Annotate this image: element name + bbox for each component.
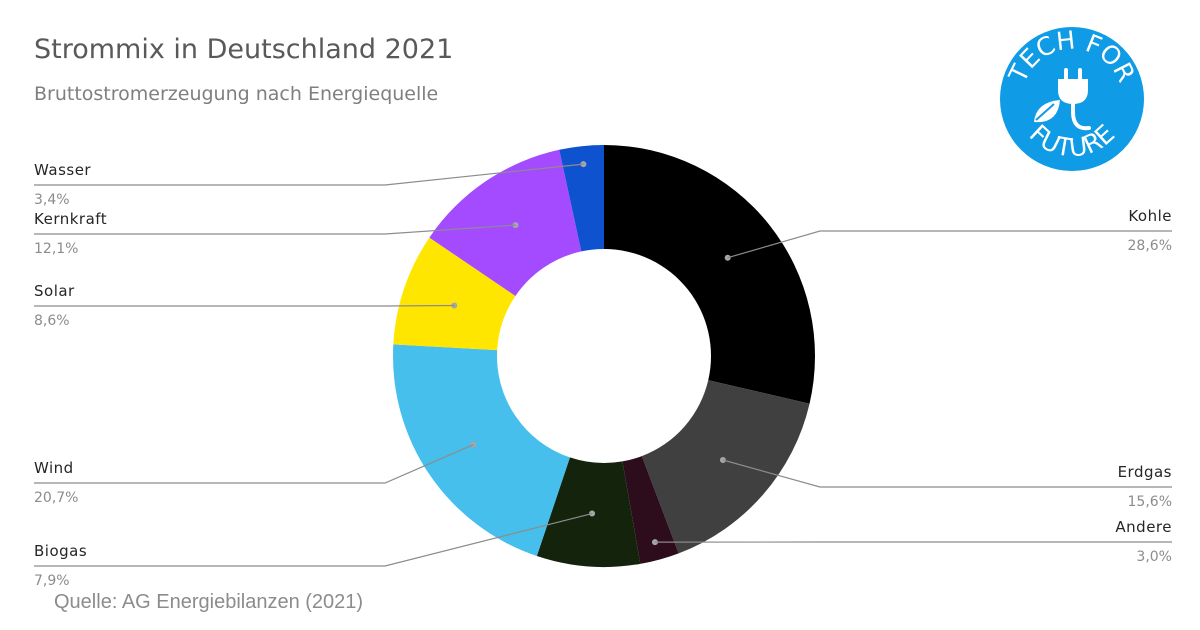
label-name-wasser: Wasser bbox=[34, 161, 91, 179]
slice-labels: Kohle 28,6% Erdgas 15,6% Andere 3,0% Biogas 7,9… bbox=[34, 161, 1172, 589]
slice-solar bbox=[393, 237, 516, 351]
leader-line-biogas bbox=[34, 512, 593, 567]
leaf-icon bbox=[1034, 100, 1060, 123]
leader-line-kohle bbox=[727, 230, 1172, 259]
plug-icon bbox=[1058, 68, 1091, 131]
label-value-biogas: 7,9% bbox=[34, 573, 70, 589]
label-name-andere: Andere bbox=[1115, 518, 1172, 536]
leader-line-wasser bbox=[34, 163, 584, 186]
label-name-solar: Solar bbox=[34, 282, 75, 300]
slice-andere bbox=[622, 456, 679, 564]
leader-line-solar bbox=[34, 304, 455, 307]
slice-wasser bbox=[559, 145, 604, 252]
label-name-biogas: Biogas bbox=[34, 542, 87, 560]
slice-erdgas bbox=[641, 380, 810, 554]
label-value-erdgas: 15,6% bbox=[1128, 494, 1172, 510]
label-value-kohle: 28,6% bbox=[1128, 238, 1172, 254]
slice-kernkraft bbox=[429, 149, 582, 296]
label-value-wasser: 3,4% bbox=[34, 192, 70, 208]
source-note: Quelle: AG Energiebilanzen (2021) bbox=[54, 591, 363, 613]
leader-line-wind bbox=[34, 444, 474, 484]
label-value-andere: 3,0% bbox=[1136, 549, 1172, 565]
label-value-wind: 20,7% bbox=[34, 490, 78, 506]
leader-line-kernkraft bbox=[34, 224, 516, 235]
tech-for-future-logo: TECH FOR FUTURE bbox=[1000, 25, 1144, 171]
label-name-kernkraft: Kernkraft bbox=[34, 210, 107, 228]
leader-lines bbox=[34, 161, 1172, 567]
chart-title: Strommix in Deutschland 2021 bbox=[34, 34, 453, 65]
label-name-kohle: Kohle bbox=[1128, 207, 1172, 225]
slice-kohle bbox=[604, 145, 815, 404]
label-value-solar: 8,6% bbox=[34, 313, 70, 329]
label-name-wind: Wind bbox=[34, 459, 74, 477]
donut-slices bbox=[393, 145, 815, 568]
label-name-erdgas: Erdgas bbox=[1118, 463, 1172, 481]
chart-subtitle: Bruttostromerzeugung nach Energiequelle bbox=[34, 83, 438, 105]
slice-wind bbox=[393, 344, 570, 557]
slice-biogas bbox=[536, 457, 641, 568]
leader-line-erdgas bbox=[722, 459, 1172, 488]
label-value-kernkraft: 12,1% bbox=[34, 241, 78, 257]
